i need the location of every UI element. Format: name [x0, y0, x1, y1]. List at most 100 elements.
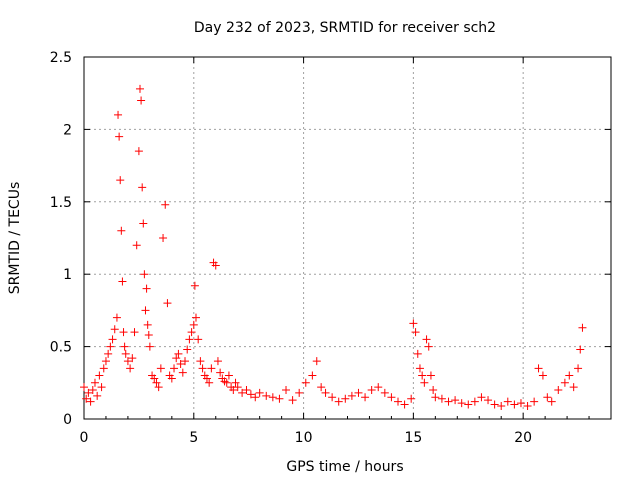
data-point	[255, 388, 264, 397]
data-point	[560, 378, 569, 387]
y-tick-label: 1.5	[50, 195, 72, 211]
data-point	[429, 386, 438, 395]
data-point	[143, 320, 152, 329]
data-point	[159, 234, 168, 242]
data-point	[394, 397, 403, 406]
data-point	[99, 364, 108, 373]
data-point	[578, 323, 587, 332]
data-point	[205, 378, 214, 387]
grid-lines	[84, 57, 611, 419]
data-point	[130, 328, 139, 337]
data-point	[246, 390, 255, 399]
y-axis-label: SRMTID / TECUs	[7, 182, 23, 295]
data-point	[317, 383, 326, 392]
data-point	[547, 397, 556, 406]
data-point	[207, 364, 216, 373]
data-point	[115, 132, 124, 141]
data-point	[409, 319, 418, 328]
data-point	[120, 342, 129, 351]
data-point	[190, 281, 199, 290]
data-point	[86, 397, 95, 406]
data-point	[268, 393, 277, 402]
data-point	[275, 394, 284, 403]
data-point	[88, 386, 97, 395]
data-point	[516, 399, 525, 408]
data-point	[367, 386, 376, 395]
data-point	[308, 371, 317, 380]
data-point	[569, 383, 578, 392]
y-tick-label: 0	[63, 412, 72, 428]
data-point	[196, 357, 205, 366]
y-tick-label: 2.5	[50, 50, 72, 66]
data-point	[565, 371, 574, 380]
data-point	[374, 383, 383, 392]
data-point	[334, 397, 343, 406]
data-point	[144, 331, 153, 340]
data-point	[80, 383, 88, 392]
data-point	[152, 378, 161, 387]
data-point	[503, 397, 512, 406]
data-point	[112, 313, 121, 322]
data-point	[132, 241, 141, 250]
y-tick-label: 0.5	[50, 340, 72, 356]
y-tick-label: 2	[63, 122, 72, 138]
data-point	[216, 368, 225, 377]
data-point	[110, 325, 119, 334]
data-point	[301, 378, 310, 387]
data-point	[413, 349, 422, 358]
data-point	[116, 176, 125, 185]
data-point	[145, 342, 154, 351]
data-point	[202, 374, 211, 383]
data-point	[90, 378, 99, 387]
data-point	[126, 364, 135, 373]
data-point	[106, 342, 115, 351]
data-point	[415, 364, 424, 373]
data-point	[444, 397, 453, 406]
data-point	[140, 270, 149, 279]
data-point	[150, 374, 159, 383]
data-point	[118, 277, 127, 286]
data-point	[185, 335, 194, 344]
data-point	[161, 200, 170, 209]
data-point	[101, 357, 110, 366]
data-point	[530, 397, 539, 406]
data-point	[194, 335, 203, 344]
data-point	[183, 345, 192, 354]
y-tick-label: 1	[63, 267, 72, 283]
data-point	[576, 345, 585, 354]
data-point	[172, 354, 181, 363]
data-point	[262, 391, 271, 400]
data-point	[380, 388, 389, 397]
data-point	[176, 359, 185, 368]
data-point	[142, 284, 151, 293]
data-point	[117, 226, 126, 235]
data-point	[137, 96, 146, 105]
data-point	[242, 386, 251, 395]
data-point	[484, 396, 493, 405]
data-point	[189, 320, 198, 329]
x-axis-label: GPS time / hours	[286, 459, 403, 475]
data-point	[437, 394, 446, 403]
data-point	[93, 391, 102, 400]
data-point	[135, 84, 144, 93]
data-point	[82, 394, 91, 403]
data-point	[170, 364, 179, 373]
data-point	[347, 391, 356, 400]
data-point	[141, 306, 150, 315]
data-point	[420, 378, 429, 387]
data-point	[138, 183, 147, 192]
data-point	[163, 299, 172, 308]
data-point	[424, 342, 433, 351]
data-point	[407, 394, 416, 403]
data-point	[464, 400, 473, 409]
data-point	[191, 313, 200, 322]
data-point	[387, 393, 396, 402]
x-tick-label: 20	[514, 430, 532, 446]
data-point	[490, 400, 499, 409]
data-point	[341, 394, 350, 403]
data-point	[451, 396, 460, 405]
data-point	[312, 357, 321, 366]
data-point	[134, 147, 143, 156]
x-tick-label: 15	[404, 430, 422, 446]
